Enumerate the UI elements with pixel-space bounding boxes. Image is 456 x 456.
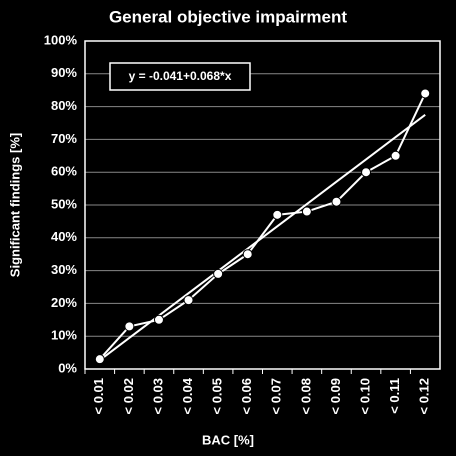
data-point xyxy=(213,268,224,279)
y-tick-label: 70% xyxy=(51,131,77,146)
y-tick-label: 20% xyxy=(51,295,77,310)
data-point xyxy=(361,167,372,178)
x-tick-label: < 0.02 xyxy=(121,378,136,415)
trendline-equation: y = -0.041+0.068*x xyxy=(129,69,232,83)
data-line xyxy=(99,93,427,360)
data-point xyxy=(331,196,342,207)
x-tick-label: < 0.11 xyxy=(387,378,402,414)
x-tick-label: < 0.09 xyxy=(328,378,343,415)
x-tick-label: < 0.01 xyxy=(91,378,106,415)
x-tick-label: < 0.12 xyxy=(417,378,432,415)
data-point xyxy=(124,321,135,332)
chart-title: General objective impairment xyxy=(109,7,347,26)
y-tick-label: 40% xyxy=(51,229,77,244)
data-point xyxy=(94,354,105,365)
y-tick-label: 60% xyxy=(51,164,77,179)
data-point xyxy=(420,88,431,99)
data-point xyxy=(183,295,194,306)
data-point xyxy=(153,314,164,325)
y-tick-label: 10% xyxy=(51,328,77,343)
y-axis-title: Significant findings [%] xyxy=(7,133,22,277)
data-point xyxy=(242,249,253,260)
data-point xyxy=(390,150,401,161)
annotation-box xyxy=(109,62,251,91)
x-tick-label: < 0.03 xyxy=(150,378,165,415)
x-axis-title: BAC [%] xyxy=(202,432,254,447)
x-tick-label: < 0.07 xyxy=(269,378,284,415)
y-tick-label: 80% xyxy=(51,98,77,113)
x-tick-label: < 0.10 xyxy=(357,378,372,415)
x-tick-label: < 0.08 xyxy=(298,378,313,415)
x-tick-label: < 0.04 xyxy=(180,377,195,414)
y-tick-label: 50% xyxy=(51,196,77,211)
y-tick-label: 0% xyxy=(58,360,77,375)
y-tick-label: 30% xyxy=(51,262,77,277)
data-point xyxy=(272,209,283,220)
x-tick-label: < 0.05 xyxy=(210,378,225,415)
y-tick-label: 90% xyxy=(51,65,77,80)
data-point xyxy=(301,206,312,217)
y-tick-label: 100% xyxy=(44,32,78,47)
x-tick-label: < 0.06 xyxy=(239,378,254,415)
